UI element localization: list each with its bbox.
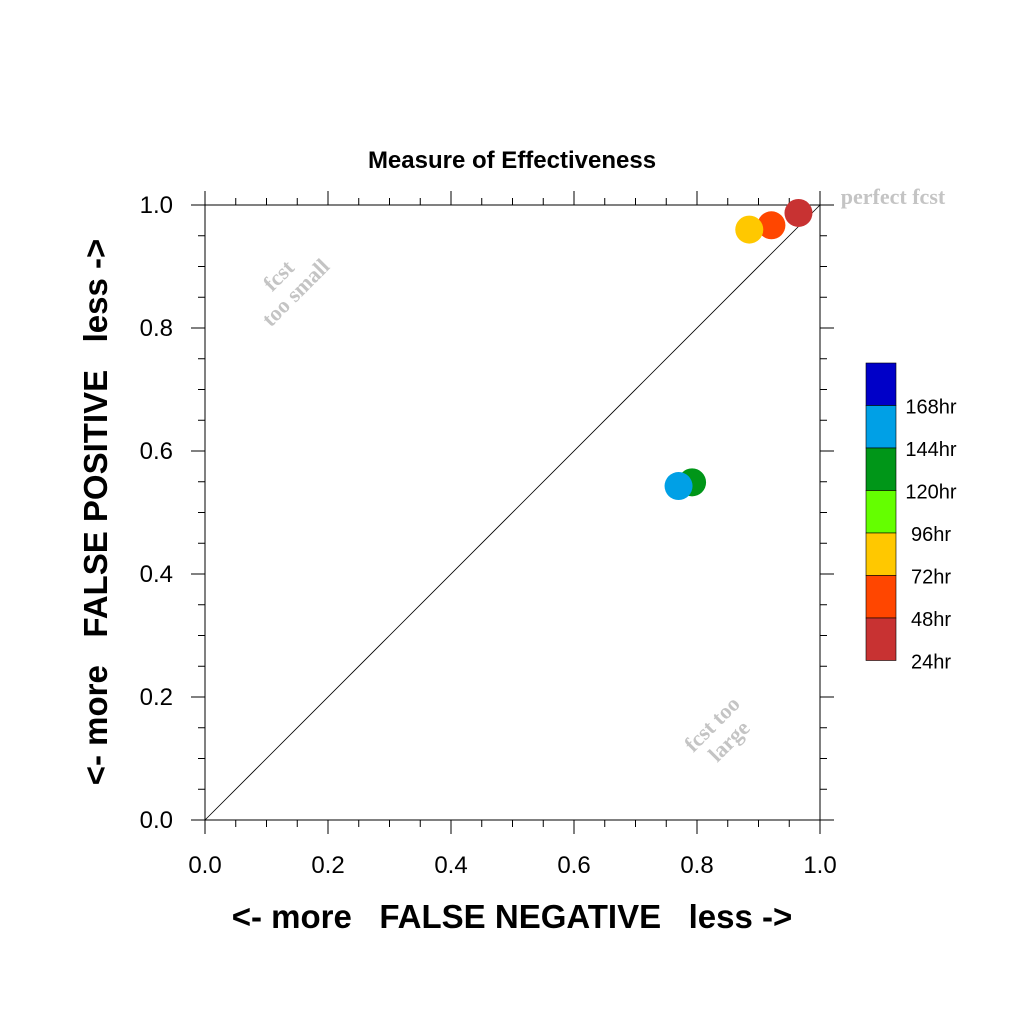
legend-label-72hr: 72hr: [911, 566, 951, 588]
legend-swatch-48hr: [865, 575, 897, 619]
chart-title: Measure of Effectiveness: [368, 147, 656, 174]
x-tick-label: 0.4: [434, 852, 467, 879]
x-tick-label: 0.0: [188, 852, 221, 879]
diagonal-reference-line: [204, 204, 821, 821]
y-tick-label: 0.2: [140, 684, 173, 711]
annotation-perfect-fcst: perfect fcst: [841, 184, 946, 209]
x-tick-label: 1.0: [803, 852, 836, 879]
y-axis-label: <- more FALSE POSITIVE less ->: [77, 239, 114, 786]
point-24hr: [784, 198, 813, 227]
y-tick-label: 0.8: [140, 315, 173, 342]
legend-label-24hr: 24hr: [911, 651, 951, 673]
legend-label-144hr: 144hr: [905, 439, 956, 461]
y-tick-label: 0.0: [140, 807, 173, 834]
y-tick-label: 0.4: [140, 561, 173, 588]
legend-swatch-24hr: [865, 617, 897, 661]
x-tick-label: 0.2: [311, 852, 344, 879]
legend-label-96hr: 96hr: [911, 524, 951, 546]
axis-ticks: [191, 191, 834, 834]
annotation-fcst-too-large: fcst too large: [679, 691, 755, 766]
legend-swatch-168hr: [865, 362, 897, 406]
x-tick-label: 0.8: [680, 852, 713, 879]
legend: 168hr 144hr 120hr 96hr 72hr 48hr 24hr: [865, 362, 957, 673]
annotation-fcst-too-small: fcst too small: [257, 254, 335, 332]
legend-label-48hr: 48hr: [911, 609, 951, 631]
point-72hr: [735, 215, 764, 244]
legend-swatch-120hr: [865, 447, 897, 491]
x-tick-label: 0.6: [557, 852, 590, 879]
point-48hr: [757, 211, 786, 240]
annotation-too-small-line2: too small: [257, 254, 335, 332]
y-tick-label: 0.6: [140, 438, 173, 465]
legend-swatch-144hr: [865, 405, 897, 449]
x-axis-label: <- more FALSE NEGATIVE less ->: [232, 898, 793, 935]
data-points: [664, 198, 813, 501]
legend-label-168hr: 168hr: [905, 396, 956, 418]
legend-swatch-72hr: [865, 532, 897, 576]
legend-swatch-96hr: [865, 490, 897, 534]
tick-labels: 0.0 0.2 0.4 0.6 0.8 1.0 0.0 0.2 0.4 0.6 0.8 1.0: [140, 192, 837, 879]
y-tick-label: 1.0: [140, 192, 173, 219]
legend-label-120hr: 120hr: [905, 481, 956, 503]
plot-frame: [204, 204, 821, 821]
point-144hr: [664, 472, 693, 501]
